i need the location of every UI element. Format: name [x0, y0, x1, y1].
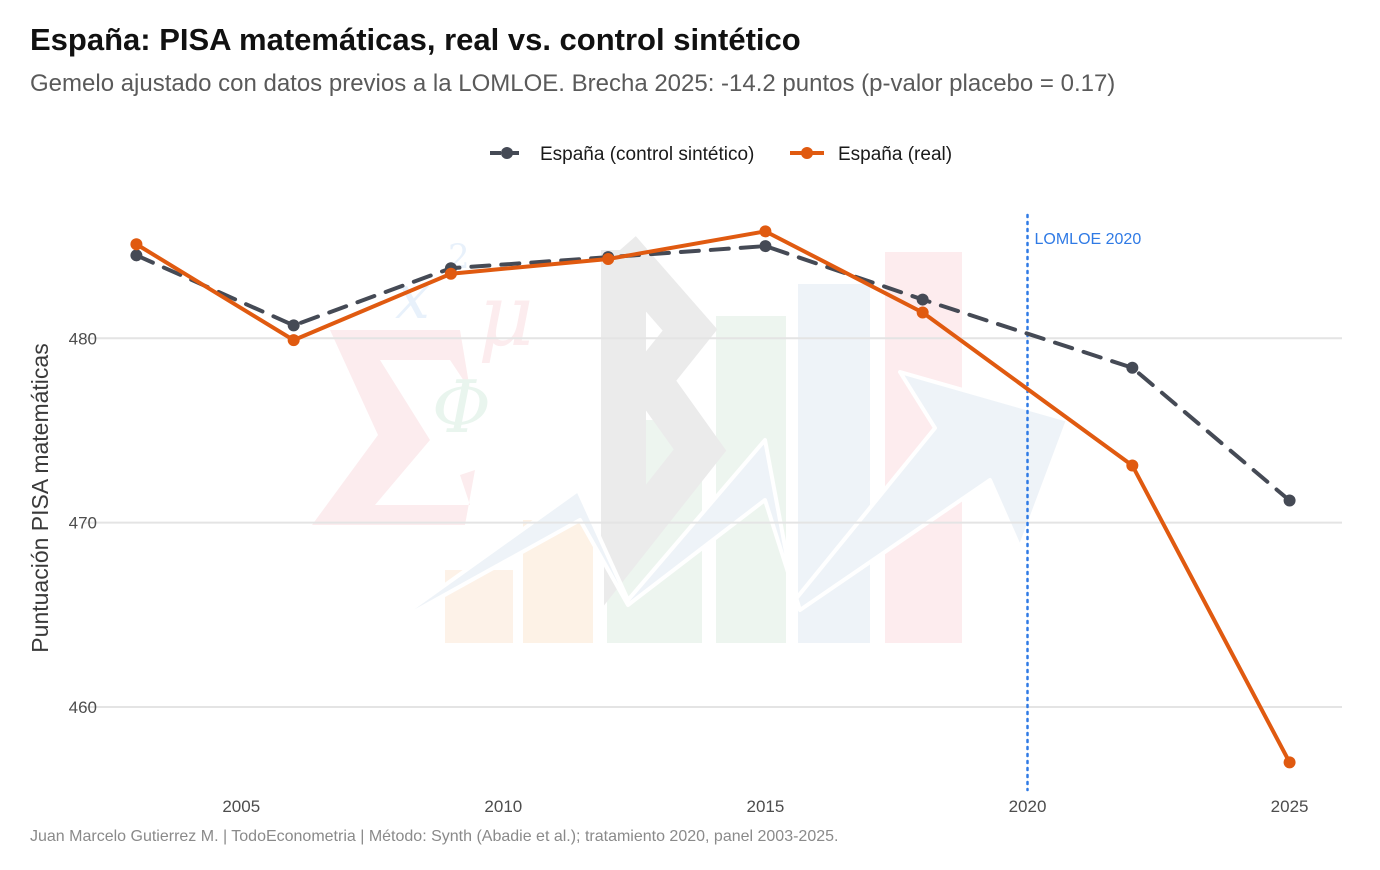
chart-subtitle: Gemelo ajustado con datos previos a la L…: [30, 70, 1116, 97]
series-0-point: [916, 293, 929, 306]
series-line-1: [134, 229, 1292, 765]
series-0-point: [759, 240, 772, 253]
series-1-point: [759, 225, 772, 238]
series-1-point: [1283, 756, 1296, 769]
series-1-point: [1126, 459, 1139, 472]
legend-key-point: [501, 147, 513, 159]
x-tick-label: 2015: [747, 797, 785, 816]
x-tick-label: 2025: [1271, 797, 1309, 816]
series-1-point: [916, 306, 929, 319]
series-line-0: [134, 244, 1292, 503]
y-tick-label: 480: [69, 329, 97, 348]
y-axis-title: Puntuación PISA matemáticas: [27, 343, 53, 652]
legend-label: España (real): [838, 144, 952, 165]
series-1-point: [602, 253, 615, 265]
series-0-point: [1283, 494, 1296, 507]
x-tick-label: 2010: [484, 797, 522, 816]
series-1-point: [444, 267, 457, 280]
svg-text:Φ: Φ: [432, 365, 491, 449]
series-0-point: [1126, 361, 1139, 374]
y-tick-label: 460: [69, 698, 97, 717]
svg-text:μ: μ: [478, 266, 534, 366]
series-1-point: [130, 238, 143, 251]
chart-title: España: PISA matemáticas, real vs. contr…: [30, 22, 801, 57]
x-tick-label: 2005: [222, 797, 260, 816]
series-0-point: [130, 249, 143, 262]
watermark-logo: x 2 μ Φ: [312, 236, 1070, 643]
legend-key-point: [801, 147, 813, 159]
legend-label: España (control sintético): [540, 144, 754, 165]
series-1-point: [287, 334, 300, 347]
x-tick-label: 2020: [1009, 797, 1047, 816]
y-tick-label: 470: [69, 514, 97, 533]
series-0-point: [287, 319, 300, 332]
treatment-label: LOMLOE 2020: [1035, 231, 1142, 248]
chart-caption: Juan Marcelo Gutierrez M. | TodoEconomet…: [30, 828, 839, 845]
